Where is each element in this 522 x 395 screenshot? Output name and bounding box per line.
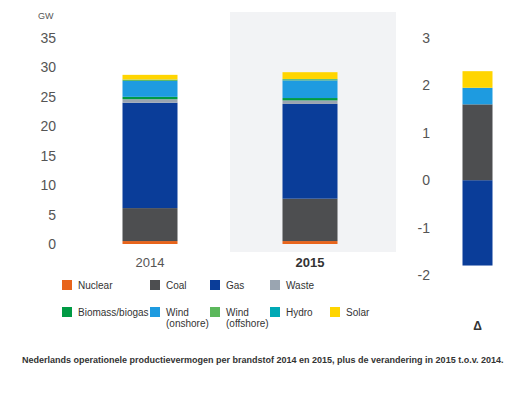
bar-segment [283,72,338,79]
bar-segment [123,97,178,99]
y-axis-label: GW [38,11,54,21]
bar-segment [123,103,178,208]
legend-swatch [150,307,160,317]
y-tick-label: 25 [40,89,56,105]
bar-segment [283,199,338,241]
y-tick-label: 0 [48,236,56,252]
legend-swatch [330,307,340,317]
legend-swatch [62,280,72,290]
legend-swatch [150,280,160,290]
bar-segment [283,98,338,100]
legend-swatch [270,307,280,317]
bar-segment [283,79,338,80]
bar-segment [283,241,338,244]
caption: Nederlands operationele productievermoge… [22,353,512,368]
bars [463,71,493,265]
category-label: Δ [473,319,482,333]
legend-label: Nuclear [78,280,113,291]
legend-swatch [210,307,220,317]
y-tick-label: 20 [40,118,56,134]
bar-segment [123,241,178,244]
y-tick-label: -1 [418,220,431,236]
legend-label: Gas [226,280,244,291]
y-tick-label: 3 [422,30,430,46]
y-tick-label: 1 [422,125,430,141]
y-tick-label: 10 [40,177,56,193]
bar-segment [283,80,338,98]
legend-label: Wind(offshore) [226,307,269,329]
legend-swatch [270,280,280,290]
highlight-band [230,12,396,252]
y-tick-label: -2 [418,267,431,283]
category-label: 2014 [136,255,165,270]
y-tick-label: 2 [422,77,430,93]
bar-segment [463,88,493,105]
bar-segment [463,104,493,180]
bar-segment [283,104,338,199]
bar-segment [123,99,178,103]
bar-segment [463,71,493,88]
chart: 05101520253035GW20142015NuclearCoalGasWa… [0,0,522,350]
bar-segment [123,75,178,80]
y-tick-label: 5 [48,207,56,223]
bar-segment [123,81,178,97]
y-tick-label: 30 [40,59,56,75]
legend-label: Coal [166,280,187,291]
legend-label: Hydro [286,307,313,318]
y-tick-label: 15 [40,148,56,164]
legend-swatch [210,280,220,290]
legend-label: Solar [346,307,370,318]
legend-label: Wind(onshore) [166,307,209,329]
y-tick-label: 35 [40,30,56,46]
category-label: 2015 [296,255,325,270]
legend-label: Biomass/biogas [78,307,149,318]
bar-segment [123,208,178,241]
bar-segment [123,80,178,81]
y-tick-label: 0 [422,172,430,188]
bars [123,72,338,244]
legend-label: Waste [286,280,314,291]
bar-segment [283,100,338,104]
legend-swatch [62,307,72,317]
bar-segment [463,180,493,265]
